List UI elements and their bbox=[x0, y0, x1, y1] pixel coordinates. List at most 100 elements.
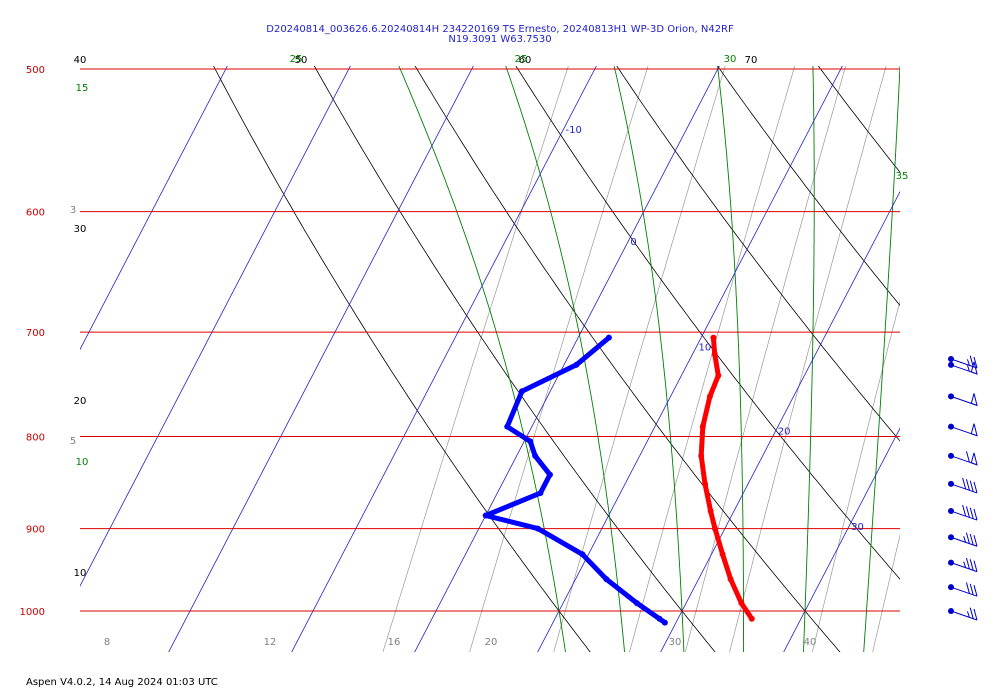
dewpoint-profile-point bbox=[603, 576, 610, 583]
dry-adiabat-label: 30 bbox=[74, 224, 87, 235]
wind-barbs bbox=[948, 355, 978, 621]
wind-barb bbox=[948, 423, 978, 437]
wind-barb bbox=[948, 393, 978, 407]
wind-barb bbox=[948, 504, 978, 521]
moist-adiabat-25 bbox=[717, 66, 745, 652]
mixing-ratio-3 bbox=[382, 66, 569, 652]
mixing-ratio-label: 30 bbox=[669, 637, 682, 648]
moist-adiabat-35 bbox=[863, 66, 900, 652]
moist-adiabat-15 bbox=[505, 66, 626, 652]
moist-adiabat-label: 25 bbox=[515, 54, 528, 65]
wind-barb-flag bbox=[969, 559, 974, 571]
isobar-lines bbox=[80, 68, 900, 612]
dry-adiabat-20 bbox=[313, 66, 716, 652]
moist-adiabat-label: 35 bbox=[896, 171, 909, 182]
temperature-profile-point bbox=[710, 334, 717, 341]
wind-barb-flag bbox=[965, 582, 970, 594]
temperature-profile-point bbox=[727, 576, 734, 583]
temperature-profile-point bbox=[719, 551, 726, 558]
isotherm-label: 10 bbox=[699, 342, 712, 353]
wind-barb-flag bbox=[965, 451, 970, 463]
wind-barb bbox=[948, 361, 978, 375]
mixing-ratio-8 bbox=[553, 66, 726, 652]
mixing-ratio-label: 16 bbox=[388, 637, 401, 648]
wind-barb-half-flag bbox=[963, 536, 967, 543]
wind-barb-flag bbox=[973, 508, 978, 521]
temperature-profile-point bbox=[748, 615, 755, 622]
wind-barb-pennant bbox=[970, 452, 978, 466]
wind-barb bbox=[948, 582, 978, 597]
software-footer: Aspen V4.0.2, 14 Aug 2024 01:03 UTC bbox=[26, 677, 218, 688]
mixing-ratio-label: 40 bbox=[804, 637, 817, 648]
wind-barb-half-flag bbox=[963, 561, 967, 568]
wind-barb-flag bbox=[965, 557, 970, 570]
dewpoint-profile-point bbox=[504, 423, 511, 430]
wind-barb-half-flag bbox=[966, 365, 970, 372]
mixing-ratio-16 bbox=[684, 66, 846, 652]
dry-adiabat-50 bbox=[616, 66, 900, 442]
mixing-ratio-5 bbox=[469, 66, 649, 652]
moist-adiabat-lines bbox=[398, 66, 900, 652]
mixing-ratio-30 bbox=[811, 299, 900, 652]
isotherm-label: 0 bbox=[630, 237, 636, 248]
mixing-ratio-label: 5 bbox=[70, 436, 76, 447]
dry-adiabat-label: 20 bbox=[74, 396, 87, 407]
moist-adiabat-20 bbox=[613, 66, 685, 652]
temperature-profile-point bbox=[738, 600, 745, 607]
wind-barb-half-flag bbox=[966, 359, 970, 366]
wind-barb-flag bbox=[965, 479, 970, 491]
wind-barb-flag bbox=[965, 506, 970, 518]
wind-barb bbox=[948, 607, 978, 621]
wind-barb-flag bbox=[969, 583, 974, 596]
dewpoint-profile-point bbox=[532, 452, 539, 459]
dewpoint-profile-point bbox=[546, 471, 553, 478]
wind-barb-flag bbox=[965, 532, 970, 544]
wind-barb-pennant bbox=[970, 361, 978, 375]
isotherm-20 bbox=[660, 190, 900, 652]
dewpoint-profile-point bbox=[527, 438, 534, 445]
dewpoint-profile-point bbox=[661, 619, 668, 626]
wind-barb-flag bbox=[973, 560, 978, 572]
isotherm-label: 20 bbox=[778, 427, 791, 438]
isotherm-40 bbox=[897, 4, 1000, 671]
moist-adiabat-label: 15 bbox=[76, 83, 89, 94]
dry-adiabat-label: 10 bbox=[74, 568, 87, 579]
wind-barb-pennant bbox=[970, 393, 978, 407]
dewpoint-profile-point bbox=[633, 600, 640, 607]
dry-adiabat-60 bbox=[717, 66, 900, 307]
isotherm-0 bbox=[414, 66, 720, 652]
dry-adiabat-10 bbox=[213, 66, 591, 652]
wind-barb-flag bbox=[962, 504, 967, 517]
isotherm--40 bbox=[80, 66, 228, 351]
temperature-profile-point bbox=[707, 508, 714, 515]
dry-adiabat-label: 40 bbox=[74, 55, 87, 66]
dry-adiabat-label: 70 bbox=[745, 55, 758, 66]
moist-adiabat-label: 30 bbox=[724, 54, 737, 65]
pressure-label-700: 700 bbox=[26, 328, 45, 339]
wind-barb bbox=[948, 532, 978, 547]
mixing-ratio-20 bbox=[729, 66, 887, 652]
wind-barb-flag bbox=[973, 608, 978, 621]
mixing-ratio-12 bbox=[629, 66, 796, 652]
moist-adiabat-label: 10 bbox=[76, 457, 89, 468]
temperature-profile-point bbox=[711, 351, 718, 358]
pressure-label-600: 600 bbox=[26, 208, 45, 219]
dewpoint-profile-point bbox=[605, 334, 612, 341]
temperature-profile-point bbox=[702, 480, 709, 487]
wind-barb-flag bbox=[969, 507, 974, 519]
wind-barb-flag bbox=[973, 481, 978, 494]
mixing-ratio-label: 12 bbox=[264, 637, 277, 648]
moist-adiabat-label: 25 bbox=[290, 54, 303, 65]
temperature-profile-line bbox=[698, 335, 755, 622]
wind-barb-flag bbox=[969, 480, 974, 492]
dewpoint-profile-point bbox=[573, 361, 580, 368]
wind-barb-flag bbox=[969, 533, 974, 546]
dewpoint-profile-point bbox=[537, 490, 544, 497]
isotherm--20 bbox=[168, 66, 474, 652]
isotherm--30 bbox=[80, 66, 351, 587]
pressure-label-900: 900 bbox=[26, 525, 45, 536]
dry-adiabat-lines bbox=[213, 66, 900, 652]
dewpoint-profile-point bbox=[579, 551, 586, 558]
temperature-profile-point bbox=[715, 372, 722, 379]
